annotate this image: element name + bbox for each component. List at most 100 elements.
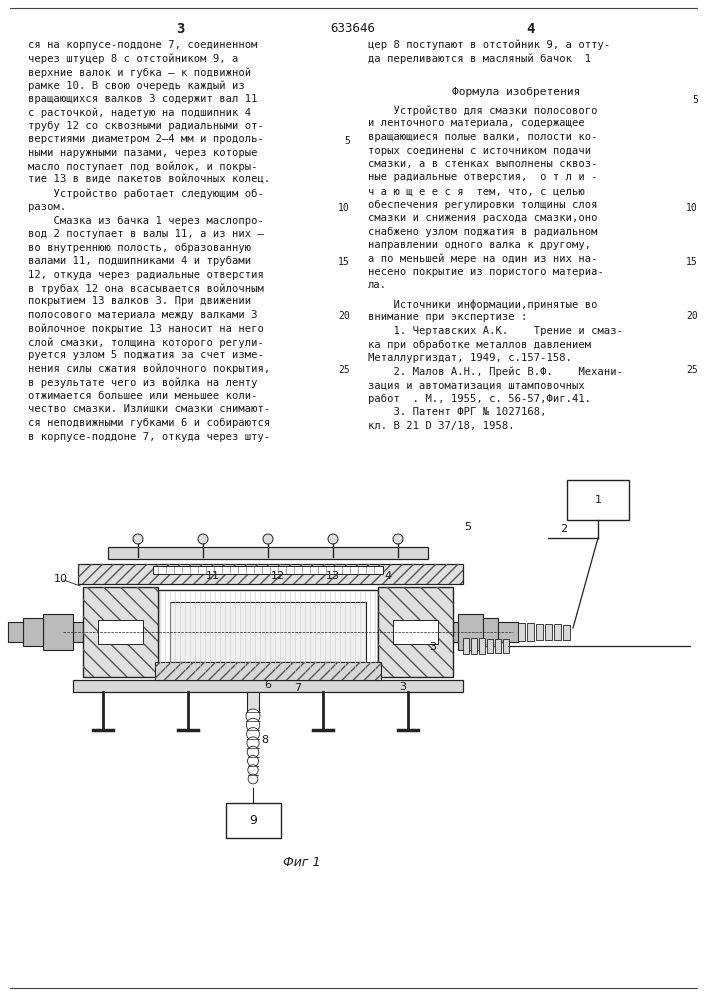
Circle shape	[246, 709, 260, 723]
Text: 15: 15	[338, 257, 350, 267]
Text: 10: 10	[54, 574, 68, 584]
Text: Формула изобретения: Формула изобретения	[452, 87, 580, 97]
Bar	[378, 587, 453, 677]
Bar	[487, 639, 493, 653]
Bar	[226, 803, 281, 838]
Text: вращающиеся полые валки, полости ко-: вращающиеся полые валки, полости ко-	[368, 132, 597, 142]
Text: с расточкой, надетую на подшипник 4: с расточкой, надетую на подшипник 4	[28, 107, 251, 118]
Circle shape	[247, 746, 259, 758]
Bar	[503, 639, 509, 653]
Bar	[495, 639, 501, 653]
Text: Устройство для смазки полосового: Устройство для смазки полосового	[368, 105, 597, 115]
Text: чество смазки. Излишки смазки снимают-: чество смазки. Излишки смазки снимают-	[28, 404, 270, 414]
Text: Металлургиздат, 1949, с.157-158.: Металлургиздат, 1949, с.157-158.	[368, 353, 572, 363]
Bar	[536, 624, 543, 640]
Text: 12, откуда через радиальные отверстия: 12, откуда через радиальные отверстия	[28, 269, 264, 279]
Text: разом.: разом.	[28, 202, 66, 212]
Bar	[155, 662, 381, 680]
Text: да переливаются в масляный бачок  1: да переливаются в масляный бачок 1	[368, 53, 591, 64]
Text: верстиями диаметром 2–4 мм и продоль-: верстиями диаметром 2–4 мм и продоль-	[28, 134, 264, 144]
Text: в результате чего из войлка на ленту: в результате чего из войлка на ленту	[28, 377, 257, 388]
Text: ся на корпусе-поддоне 7, соединенном: ся на корпусе-поддоне 7, соединенном	[28, 40, 257, 50]
Bar	[78, 564, 463, 584]
Text: 25: 25	[338, 365, 350, 375]
Text: 25: 25	[686, 365, 698, 375]
Text: руется узлом 5 поджатия за счет изме-: руется узлом 5 поджатия за счет изме-	[28, 351, 264, 360]
Text: 7: 7	[294, 683, 302, 693]
Text: 3: 3	[399, 682, 407, 692]
Text: 5: 5	[464, 522, 472, 532]
Text: ка при обработке металлов давлением: ка при обработке металлов давлением	[368, 340, 591, 350]
Text: 3: 3	[429, 642, 436, 652]
Bar	[73, 622, 158, 642]
Bar	[153, 566, 383, 574]
Bar	[479, 638, 485, 654]
Bar	[108, 547, 428, 559]
Bar	[170, 602, 366, 662]
Bar	[463, 638, 469, 654]
Text: смазки, а в стенках выполнены сквоз-: смазки, а в стенках выполнены сквоз-	[368, 159, 597, 169]
Bar	[458, 614, 483, 650]
Text: Фиг 1: Фиг 1	[283, 856, 320, 869]
Text: 6: 6	[264, 680, 271, 690]
Text: 5: 5	[344, 135, 350, 145]
Text: через штуцер 8 с отстойником 9, а: через штуцер 8 с отстойником 9, а	[28, 53, 238, 64]
Text: ла.: ла.	[368, 280, 387, 290]
Text: 1: 1	[595, 495, 602, 505]
Text: работ  . М., 1955, с. 56-57,Фиг.41.: работ . М., 1955, с. 56-57,Фиг.41.	[368, 393, 591, 404]
Text: 13: 13	[326, 571, 340, 581]
Circle shape	[247, 737, 259, 749]
Text: трубу 12 со сквозными радиальными от-: трубу 12 со сквозными радиальными от-	[28, 121, 264, 131]
Text: 15: 15	[686, 257, 698, 267]
Text: Источники информации,принятые во: Источники информации,принятые во	[368, 299, 597, 310]
Text: валами 11, подшипниками 4 и трубами: валами 11, подшипниками 4 и трубами	[28, 256, 251, 266]
Text: масло поступает под войлок, и покры-: масло поступает под войлок, и покры-	[28, 161, 257, 172]
Text: 9: 9	[249, 814, 257, 827]
Text: 633646: 633646	[330, 22, 375, 35]
Text: вращающихся валков 3 содержит вал 11: вращающихся валков 3 содержит вал 11	[28, 94, 257, 104]
Bar	[43, 614, 73, 650]
Text: ные радиальные отверстия,  о т л и -: ные радиальные отверстия, о т л и -	[368, 172, 597, 182]
Bar	[393, 620, 438, 644]
Text: несено покрытие из пористого материа-: несено покрытие из пористого материа-	[368, 267, 604, 277]
Text: обеспечения регулировки толщины слоя: обеспечения регулировки толщины слоя	[368, 200, 597, 210]
Bar	[83, 587, 158, 677]
Text: кл. В 21 D 37/18, 1958.: кл. В 21 D 37/18, 1958.	[368, 420, 515, 430]
Text: ч а ю щ е е с я  тем, что, с целью: ч а ю щ е е с я тем, что, с целью	[368, 186, 585, 196]
Bar	[108, 547, 428, 559]
Bar	[378, 587, 453, 677]
Bar	[73, 680, 463, 692]
Text: цер 8 поступают в отстойник 9, а отту-: цер 8 поступают в отстойник 9, а отту-	[368, 40, 610, 50]
Circle shape	[263, 534, 273, 544]
Text: в корпусе-поддоне 7, откуда через шту-: в корпусе-поддоне 7, откуда через шту-	[28, 432, 270, 442]
Circle shape	[328, 534, 338, 544]
Circle shape	[393, 534, 403, 544]
Text: ными наружными пазами, через которые: ными наружными пазами, через которые	[28, 148, 257, 158]
Bar	[8, 622, 23, 642]
Bar	[471, 638, 477, 654]
Bar	[78, 564, 463, 584]
Text: 1. Чертавских А.К.    Трение и смаз-: 1. Чертавских А.К. Трение и смаз-	[368, 326, 623, 336]
Text: покрытием 13 валков 3. При движении: покрытием 13 валков 3. При движении	[28, 296, 251, 306]
Text: 12: 12	[271, 571, 285, 581]
Circle shape	[247, 756, 259, 766]
Bar	[518, 623, 525, 641]
Text: Устройство работает следующим об-: Устройство работает следующим об-	[28, 188, 264, 199]
Bar	[155, 662, 381, 680]
Bar	[554, 624, 561, 640]
Circle shape	[248, 774, 258, 784]
Text: в трубах 12 она всасывается войлочным: в трубах 12 она всасывается войлочным	[28, 283, 264, 294]
Circle shape	[246, 718, 259, 732]
Bar	[378, 622, 463, 642]
Bar	[498, 622, 518, 642]
Text: 5: 5	[692, 95, 698, 105]
Text: внимание при экспертизе :: внимание при экспертизе :	[368, 312, 527, 322]
Text: нения силы сжатия войлочного покрытия,: нения силы сжатия войлочного покрытия,	[28, 364, 270, 374]
Bar	[567, 480, 629, 520]
Text: 20: 20	[686, 311, 698, 321]
Text: 3: 3	[176, 22, 185, 36]
Bar	[483, 618, 498, 646]
Text: 2: 2	[560, 524, 567, 534]
Text: 20: 20	[338, 311, 350, 321]
Text: войлочное покрытие 13 наносит на него: войлочное покрытие 13 наносит на него	[28, 324, 264, 334]
